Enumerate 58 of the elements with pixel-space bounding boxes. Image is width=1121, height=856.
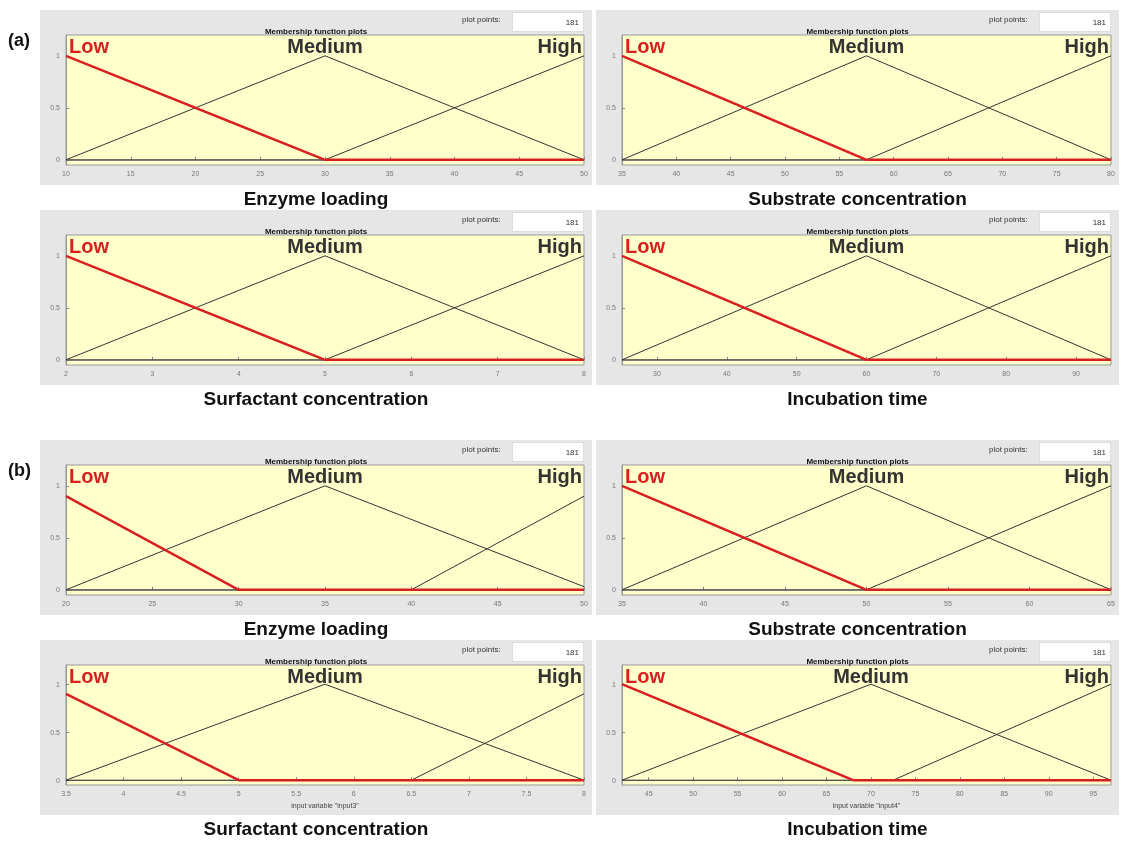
text: Incubation time [786,818,929,840]
series-label: Medium [287,35,363,57]
text: 181 [512,12,584,32]
text: Substrate concentration [747,618,968,640]
chart-title: Membership function plots [264,226,368,236]
text: Surfactant concentration [202,388,430,410]
chart-title: Membership function plots [264,26,368,36]
text: 181 [512,642,584,662]
text: 181 [1039,442,1111,462]
text: (a) [8,30,30,51]
text: plot points: [462,15,501,24]
series-label: High [1064,35,1109,57]
series-label: Low [69,35,110,57]
chart-title: Membership function plots [264,456,368,466]
series-label: High [537,235,582,257]
chart-title: Membership function plots [806,456,910,466]
series-label: High [537,465,582,487]
chart-title: Membership function plots [806,26,910,36]
series-label: Medium [828,235,905,257]
series-label: Medium [287,465,363,487]
text: Enzyme loading [242,618,390,640]
text: 181 [512,442,584,462]
text: plot points: [989,645,1028,654]
series-label: Low [69,465,110,487]
text: plot points: [989,15,1028,24]
chart-title: Membership function plots [264,656,368,666]
text: (b) [8,460,31,481]
text: 181 [1039,12,1111,32]
series-label: High [537,35,582,57]
chart-title: Membership function plots [806,656,910,666]
series-label: High [537,665,582,687]
text: 181 [512,212,584,232]
series-label: Low [625,465,666,487]
text: plot points: [462,645,501,654]
series-label: Medium [828,35,905,57]
text: Enzyme loading [242,188,390,210]
series-label: High [1064,235,1109,257]
series-label: Medium [287,235,363,257]
series-label: Low [69,665,110,687]
text: 181 [1039,212,1111,232]
series-label: High [1064,665,1109,687]
series-label: Low [69,235,110,257]
series-label: Medium [828,465,905,487]
text: Incubation time [786,388,929,410]
series-label: Low [625,235,666,257]
text: 181 [1039,642,1111,662]
text: Surfactant concentration [202,818,430,840]
series-label: Low [625,35,666,57]
text: plot points: [462,215,501,224]
text: plot points: [989,445,1028,454]
text: Substrate concentration [747,188,968,210]
text: plot points: [462,445,501,454]
series-label: High [1064,465,1109,487]
series-label: Medium [833,665,909,687]
series-label: Low [625,665,666,687]
text: plot points: [989,215,1028,224]
chart-title: Membership function plots [806,226,910,236]
series-label: Medium [287,665,363,687]
